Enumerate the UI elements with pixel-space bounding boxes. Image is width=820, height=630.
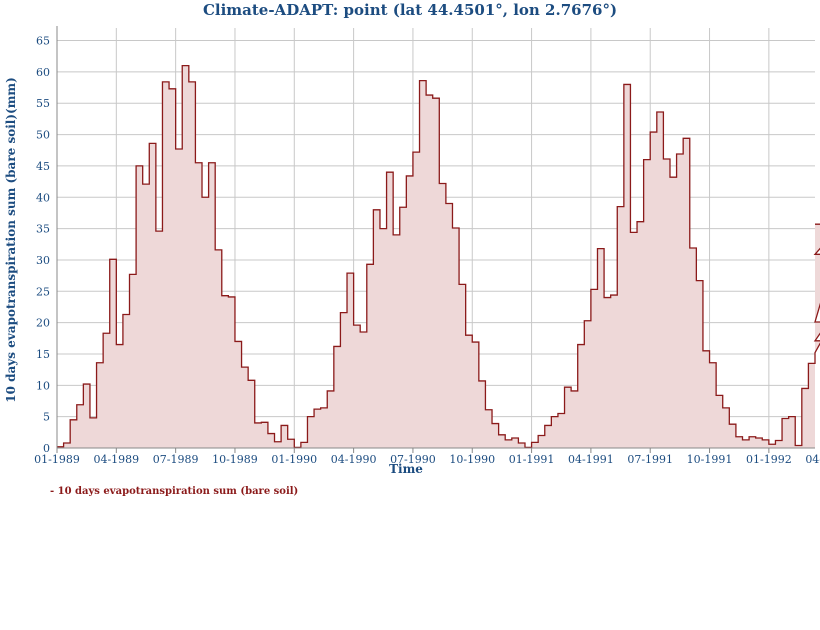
y-tick-label: 0 (43, 442, 50, 455)
series-area (57, 65, 820, 448)
x-tick-label: 01-1990 (271, 453, 317, 466)
chart-title: Climate-ADAPT: point (lat 44.4501°, lon … (202, 1, 618, 19)
y-tick-label: 20 (36, 317, 50, 330)
x-tick-label: 01-1992 (746, 453, 792, 466)
x-tick-label: 10-1991 (687, 453, 733, 466)
y-axis-title: 10 days evapotranspiration sum (bare soi… (4, 77, 18, 403)
x-tick-label: 07-1990 (390, 453, 436, 466)
y-tick-label: 15 (36, 348, 50, 361)
y-tick-label: 40 (36, 191, 50, 204)
axes (56, 26, 815, 453)
series-layer (57, 64, 820, 449)
x-tick-label: 04-1989 (93, 453, 139, 466)
y-tick-labels: 0 5 10 15 20 25 30 35 40 45 50 55 60 65 (36, 35, 50, 455)
y-tick-label: 45 (36, 160, 50, 173)
y-tick-label: 5 (43, 411, 50, 424)
x-tick-labels: 01-1989 04-1989 07-1989 10-1989 01-1990 04-19… (34, 453, 820, 466)
series-line[interactable] (57, 64, 820, 449)
y-tick-label: 30 (36, 254, 50, 267)
y-tick-label: 60 (36, 66, 50, 79)
x-tick-label: 04-1990 (331, 453, 377, 466)
y-tick-label: 25 (36, 285, 50, 298)
y-tick-label: 55 (36, 97, 50, 110)
legend-entry[interactable]: - 10 days evapotranspiration sum (bare s… (50, 486, 298, 497)
x-tick-label: 07-1991 (627, 453, 673, 466)
x-tick-label: 04-1991 (568, 453, 614, 466)
x-tick-label: 10-1990 (449, 453, 495, 466)
y-tick-label: 35 (36, 223, 50, 236)
x-tick-label: 01-1989 (34, 453, 80, 466)
x-tick-label: 10-1989 (212, 453, 258, 466)
y-tick-label: 65 (36, 35, 50, 48)
y-tick-label: 50 (36, 129, 50, 142)
x-tick-label: 04-1992 (805, 453, 820, 466)
y-tick-label: 10 (36, 379, 50, 392)
x-tick-label: 01-1991 (509, 453, 555, 466)
x-tick-label: 07-1989 (153, 453, 199, 466)
x-axis-title: Time (389, 462, 423, 476)
